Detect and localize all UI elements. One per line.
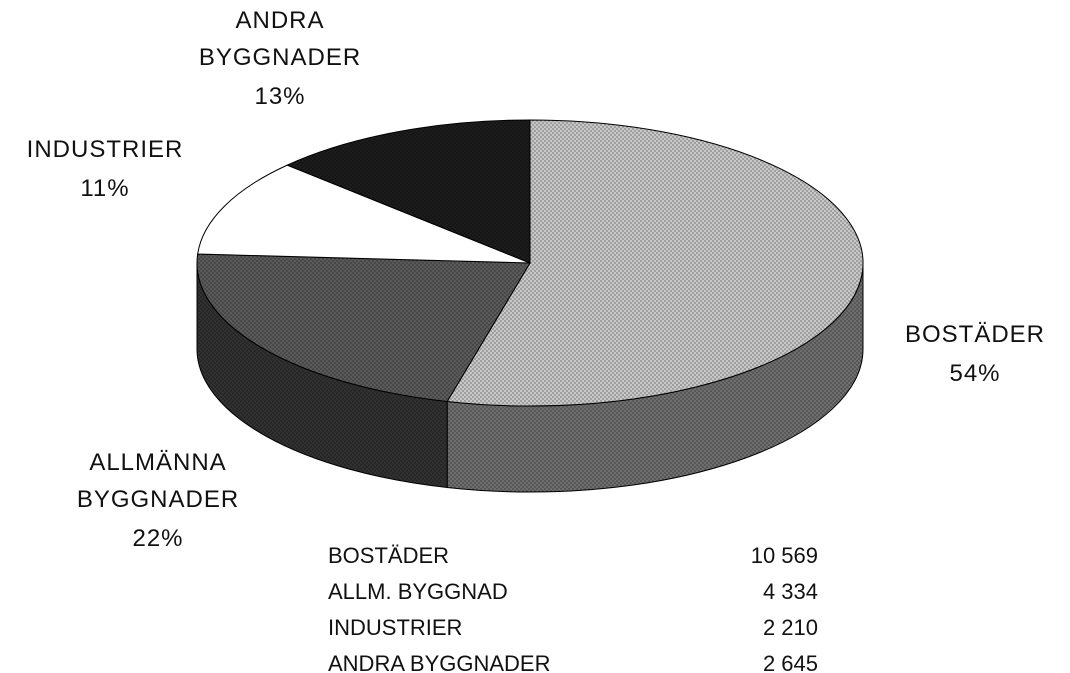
pie-slice-texture (447, 120, 863, 406)
table-value: 2 645 (763, 651, 818, 673)
pie-slice (197, 164, 531, 264)
value-table: BOSTÄDER 10 569 ALLM. BYGGNAD 4 334 INDUSTRI… (328, 543, 818, 673)
table-name: INDUSTRIER (328, 615, 462, 640)
pie-side-texture (447, 263, 863, 492)
pie-slice-texture (197, 254, 531, 402)
slice-percent: 13% (254, 83, 305, 110)
slice-label: BOSTÄDER (905, 321, 1045, 348)
slice-percent: 22% (132, 525, 183, 552)
pie-slice-texture (287, 119, 530, 263)
table-value: 2 210 (763, 615, 818, 640)
slice-label: ALLMÄNNA BYGGNADER (77, 449, 239, 513)
pie-sides (196, 262, 864, 493)
slice-label: ANDRA BYGGNADER (199, 7, 361, 71)
table-value: 4 334 (763, 579, 818, 604)
slice-percent: 11% (80, 175, 129, 202)
table-value: 10 569 (751, 543, 818, 568)
slice-percent: 54% (949, 360, 1000, 387)
slice-label: INDUSTRIER (27, 136, 184, 163)
table-name: ANDRA BYGGNADER (328, 651, 551, 673)
table-name: ALLM. BYGGNAD (328, 579, 508, 604)
pie-side-texture (197, 263, 448, 488)
table-name: BOSTÄDER (328, 543, 449, 568)
labels: BOSTÄDER 54% ALLMÄNNA BYGGNADER 22% INDUSTRIE… (27, 7, 1045, 552)
pie-tops (196, 119, 864, 407)
